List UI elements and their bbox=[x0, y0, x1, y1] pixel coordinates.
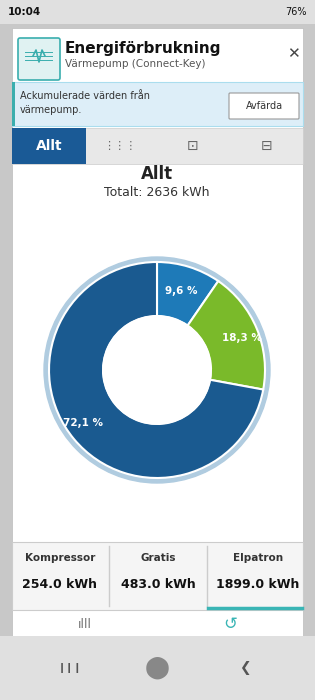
FancyBboxPatch shape bbox=[18, 38, 60, 80]
FancyBboxPatch shape bbox=[12, 28, 303, 636]
Circle shape bbox=[103, 316, 211, 424]
Text: ⊟: ⊟ bbox=[261, 139, 273, 153]
Text: Allt: Allt bbox=[36, 139, 62, 153]
Text: ⬤: ⬤ bbox=[145, 657, 169, 679]
Wedge shape bbox=[49, 262, 263, 478]
Text: Totalt: 2636 kWh: Totalt: 2636 kWh bbox=[104, 186, 210, 199]
Text: Ackumulerade värden från: Ackumulerade värden från bbox=[20, 91, 150, 101]
Text: Gratis: Gratis bbox=[140, 553, 176, 563]
Text: Värmepump (Connect-Key): Värmepump (Connect-Key) bbox=[65, 59, 205, 69]
Text: 254.0 kWh: 254.0 kWh bbox=[22, 578, 98, 591]
FancyBboxPatch shape bbox=[12, 82, 303, 126]
Text: ❙❙❙: ❙❙❙ bbox=[58, 663, 82, 673]
Text: ılll: ılll bbox=[78, 617, 92, 631]
Wedge shape bbox=[157, 262, 218, 326]
Text: 76%: 76% bbox=[285, 7, 307, 17]
FancyBboxPatch shape bbox=[0, 0, 315, 24]
Circle shape bbox=[93, 306, 221, 434]
Circle shape bbox=[44, 257, 270, 483]
Wedge shape bbox=[188, 281, 265, 390]
Text: 10:04: 10:04 bbox=[8, 7, 41, 17]
Text: ⋮⋮⋮: ⋮⋮⋮ bbox=[103, 141, 137, 151]
Text: 18,3 %: 18,3 % bbox=[222, 333, 262, 343]
Text: 483.0 kWh: 483.0 kWh bbox=[121, 578, 195, 591]
Text: Allt: Allt bbox=[141, 165, 173, 183]
FancyBboxPatch shape bbox=[12, 82, 15, 126]
Text: Avfärda: Avfärda bbox=[245, 101, 283, 111]
Text: 9,6 %: 9,6 % bbox=[165, 286, 198, 295]
FancyBboxPatch shape bbox=[12, 542, 303, 610]
Text: värmepump.: värmepump. bbox=[20, 105, 83, 115]
Text: ↺: ↺ bbox=[223, 615, 237, 633]
FancyBboxPatch shape bbox=[229, 93, 299, 119]
Text: 1899.0 kWh: 1899.0 kWh bbox=[216, 578, 300, 591]
FancyBboxPatch shape bbox=[12, 128, 86, 164]
Text: ❮: ❮ bbox=[239, 661, 251, 675]
Text: Elpatron: Elpatron bbox=[233, 553, 283, 563]
FancyBboxPatch shape bbox=[0, 636, 315, 700]
FancyBboxPatch shape bbox=[12, 128, 303, 164]
Text: Energiförbrukning: Energiförbrukning bbox=[65, 41, 221, 55]
Text: ⊡: ⊡ bbox=[187, 139, 199, 153]
Text: Kompressor: Kompressor bbox=[25, 553, 95, 563]
Text: ✕: ✕ bbox=[287, 46, 300, 62]
Text: 72,1 %: 72,1 % bbox=[63, 418, 103, 428]
